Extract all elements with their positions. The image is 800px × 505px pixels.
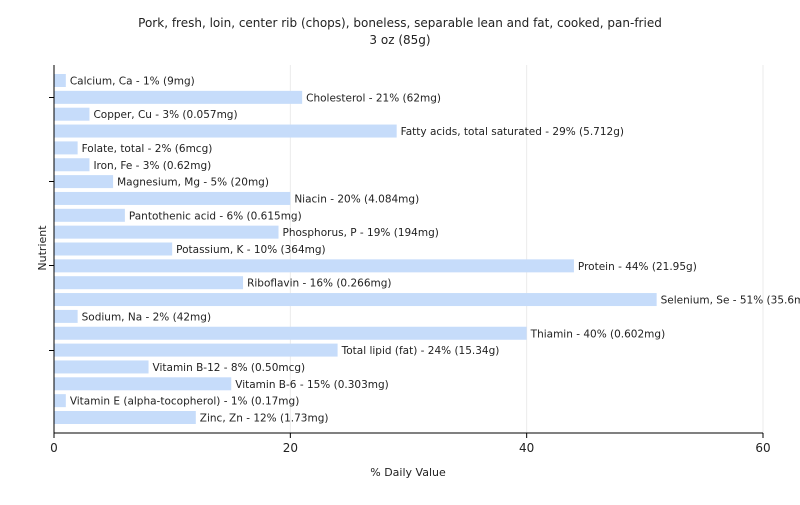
bar-label: Selenium, Se - 51% (35.6mcg) (661, 295, 800, 307)
bar-label: Fatty acids, total saturated - 29% (5.71… (401, 126, 624, 138)
bar (54, 141, 78, 155)
y-axis-label: Nutrient (36, 225, 49, 271)
bar-label: Vitamin E (alpha-tocopherol) - 1% (0.17m… (70, 396, 299, 408)
bar-label: Vitamin B-12 - 8% (0.50mcg) (153, 362, 306, 374)
bar (54, 259, 574, 273)
bar-label: Magnesium, Mg - 5% (20mg) (117, 177, 269, 189)
bar-label: Folate, total - 2% (6mcg) (82, 143, 213, 155)
bar-label: Phosphorus, P - 19% (194mg) (283, 227, 439, 239)
x-tick-label: 0 (50, 441, 58, 455)
bar-label: Calcium, Ca - 1% (9mg) (70, 76, 195, 88)
bar-label: Thiamin - 40% (0.602mg) (530, 328, 666, 340)
bar (54, 343, 338, 357)
bar (54, 326, 527, 340)
bars (54, 74, 657, 424)
x-tick-label: 40 (519, 441, 534, 455)
x-tick-label: 60 (755, 441, 770, 455)
bar (54, 293, 657, 307)
bar-label: Pantothenic acid - 6% (0.615mg) (129, 210, 302, 222)
x-axis-label: % Daily Value (370, 466, 446, 479)
bar (54, 276, 244, 290)
x-tick-label: 20 (283, 441, 298, 455)
bar-label: Total lipid (fat) - 24% (15.34g) (341, 345, 500, 357)
bar-label: Copper, Cu - 3% (0.057mg) (93, 109, 237, 121)
bar (54, 411, 196, 424)
bar (54, 394, 66, 408)
bar (54, 360, 149, 374)
bar-label: Cholesterol - 21% (62mg) (306, 92, 441, 104)
bar-label: Protein - 44% (21.95g) (578, 261, 697, 273)
chart-subtitle: 3 oz (85g) (369, 33, 430, 47)
bar (54, 225, 279, 239)
bar (54, 208, 125, 222)
bar (54, 124, 397, 138)
bar (54, 309, 78, 323)
bar (54, 242, 173, 256)
chart-title: Pork, fresh, loin, center rib (chops), b… (138, 16, 662, 30)
bar-label: Zinc, Zn - 12% (1.73mg) (200, 413, 329, 425)
bar-label: Iron, Fe - 3% (0.62mg) (93, 160, 211, 172)
bar (54, 107, 90, 121)
axes: 0 20 40 60 (49, 65, 771, 455)
bar (54, 158, 90, 172)
bar (54, 175, 114, 189)
bar-labels: Calcium, Ca - 1% (9mg) Cholesterol - 21% … (70, 76, 800, 425)
bar (54, 377, 232, 391)
bar-label: Riboflavin - 16% (0.266mg) (247, 278, 391, 290)
bar-label: Potassium, K - 10% (364mg) (176, 244, 326, 256)
bar (54, 74, 66, 87)
bar (54, 191, 291, 205)
bar-label: Vitamin B-6 - 15% (0.303mg) (235, 379, 389, 391)
bar (54, 90, 303, 104)
bar-label: Sodium, Na - 2% (42mg) (82, 311, 211, 323)
bar-label: Niacin - 20% (4.084mg) (294, 193, 419, 205)
